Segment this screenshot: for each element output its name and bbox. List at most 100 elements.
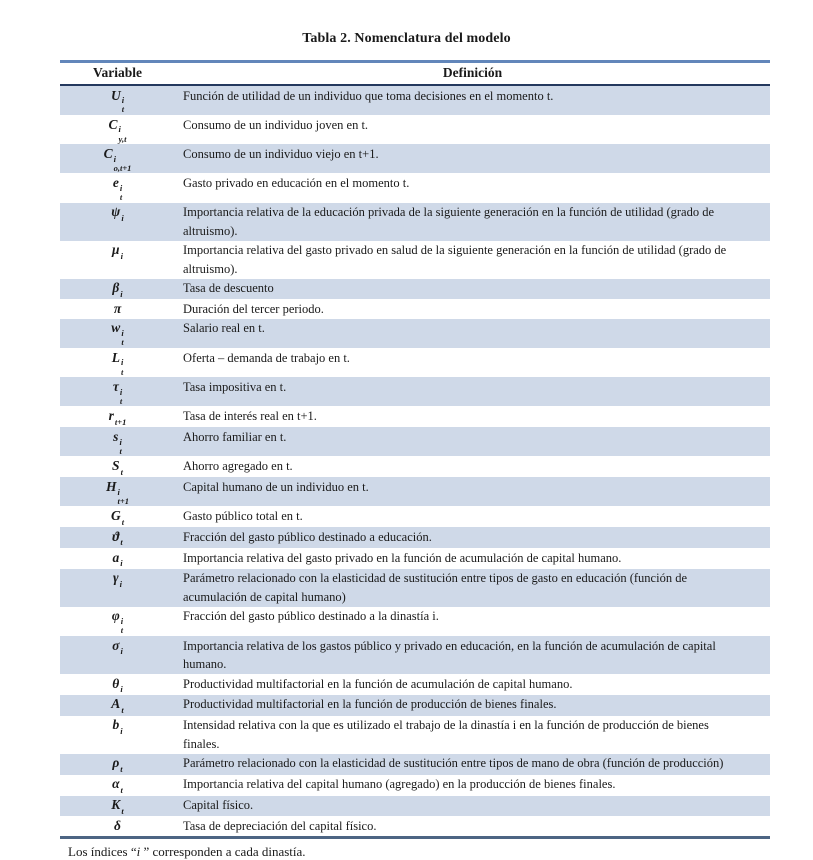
- definition-text: Oferta – demanda de trabajo en t.: [183, 350, 350, 365]
- variable-subscript: o,t+1: [113, 162, 132, 173]
- footnote-text-prefix: Los índices “: [68, 843, 137, 859]
- table-row: δ Tasa de depreciación del capital físic…: [60, 816, 770, 837]
- variable-superscript: i: [117, 486, 120, 497]
- definition-text: Tasa de depreciación del capital físico.: [183, 818, 377, 833]
- definition-text: Importancia relativa de los gastos públi…: [183, 638, 716, 672]
- definition-text: Intensidad relativa con la que es utiliz…: [183, 718, 709, 751]
- column-header-variable: Variable: [60, 61, 175, 86]
- variable-symbol-base: ϑ: [112, 528, 120, 544]
- variable-symbol: δ: [60, 816, 175, 837]
- variable-superscript: i: [121, 95, 125, 106]
- table-row: π Duración del tercer periodo.: [60, 299, 770, 319]
- variable-subscript: i: [120, 684, 123, 695]
- variable-subscript: i: [120, 288, 123, 299]
- variable-symbol-indices: t: [120, 784, 123, 795]
- variable-superscript: i: [121, 328, 124, 339]
- table-title: Tabla 2. Nomenclatura del modelo: [302, 31, 511, 46]
- variable-symbol-indices: i y,t: [119, 125, 127, 144]
- variable-symbol-indices: i: [121, 251, 123, 261]
- variable-subscript: t: [119, 191, 123, 202]
- variable-symbol-base: U: [110, 87, 121, 103]
- variable-symbol-base: H: [106, 478, 117, 494]
- variable-symbol-indices: i t+1: [117, 486, 129, 506]
- variable-symbol-base: A: [111, 696, 121, 712]
- definition-text: Importancia relativa de la educación pri…: [183, 205, 715, 238]
- variable-symbol-base: L: [111, 349, 120, 365]
- variable-symbol-indices: i: [120, 579, 122, 589]
- variable-subscript: t: [120, 466, 123, 477]
- definition-text: Gasto privado en educación en el momento…: [183, 175, 410, 190]
- variable-subscript: t: [119, 445, 122, 456]
- definition-text: Capital físico.: [183, 798, 254, 812]
- variable-symbol-base: G: [110, 507, 121, 523]
- variable-subscript: t: [119, 395, 123, 406]
- variable-subscript: t: [120, 763, 123, 774]
- variable-symbol-base: s: [113, 428, 119, 444]
- variable-subscript: t: [120, 784, 123, 795]
- definition-text: Importancia relativa del gasto privado e…: [183, 243, 727, 276]
- variable-symbol-indices: i: [120, 288, 123, 299]
- variable-subscript: t: [120, 537, 123, 548]
- variable-symbol-indices: i: [120, 685, 122, 694]
- variable-symbol-base: ψ: [111, 204, 121, 220]
- variable-symbol: π: [60, 299, 175, 319]
- variable-symbol-base: w: [111, 320, 121, 336]
- variable-symbol-base: a: [112, 549, 120, 565]
- variable-subscript: t: [120, 366, 124, 377]
- definition-text: Consumo de un individuo joven en t.: [183, 117, 369, 132]
- variable-symbol-base: C: [108, 116, 118, 132]
- variable-symbol-indices: i: [121, 212, 124, 223]
- variable-symbol-base: r: [108, 407, 114, 423]
- variable-subscript: t+1: [114, 416, 127, 427]
- definition-text: Productividad multifactorial en la funci…: [183, 697, 557, 712]
- variable-symbol-base: π: [113, 300, 122, 316]
- variable-symbol-indices: t: [122, 517, 124, 527]
- variable-symbol-base: K: [111, 797, 121, 812]
- definition-text: Ahorro familiar en t.: [183, 429, 287, 444]
- variable-symbol-indices: i: [120, 726, 122, 736]
- variable-subscript: i: [121, 212, 124, 223]
- definition-text: Gasto público total en t.: [183, 508, 303, 523]
- variable-symbol-indices: t: [120, 763, 123, 774]
- variable-superscript: i: [119, 386, 123, 397]
- variable-subscript: t: [121, 104, 125, 115]
- variable-symbol-indices: t: [121, 705, 123, 715]
- variable-subscript: t+1: [117, 495, 129, 506]
- variable-symbol-indices: i o,t+1: [113, 154, 132, 173]
- definition-text: Ahorro agregado en t.: [183, 458, 293, 473]
